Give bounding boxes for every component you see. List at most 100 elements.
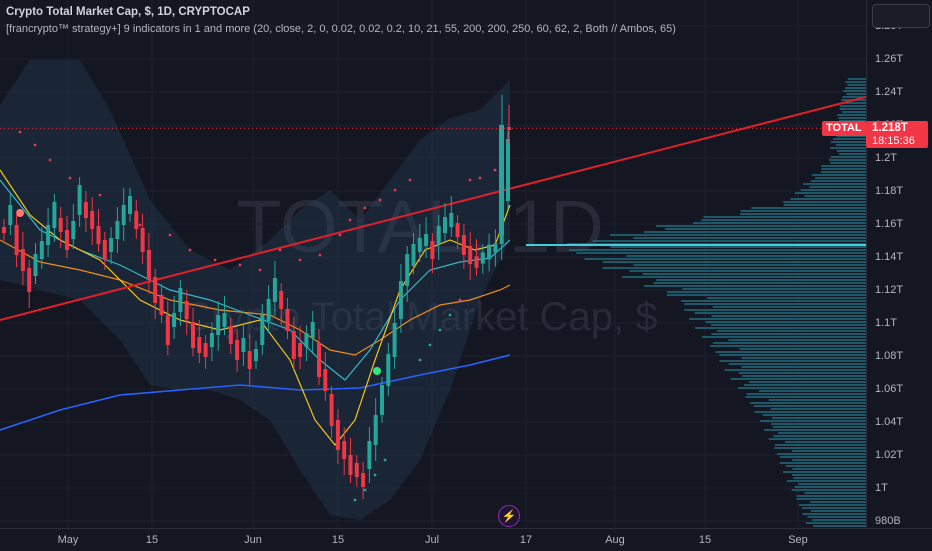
volume-profile-bar [626, 255, 866, 257]
psar-dot [468, 178, 472, 182]
volume-profile-bar [804, 492, 866, 494]
candle-body [115, 221, 120, 239]
candle-body [235, 340, 240, 360]
volume-profile-bar [828, 159, 866, 161]
symbol-price-label: TOTAL [822, 121, 866, 136]
candle-body [153, 277, 158, 303]
price-tick-label: 980B [875, 515, 901, 527]
volume-profile-bar [602, 261, 866, 263]
volume-profile-bar [656, 225, 866, 227]
psar-dot [68, 176, 72, 180]
volume-profile-bar [804, 195, 866, 197]
psar-dot [393, 188, 397, 192]
volume-profile-bar [792, 474, 866, 476]
volume-profile-bar [633, 264, 866, 266]
candle-body [461, 235, 466, 255]
candlestick-chart[interactable] [0, 0, 866, 528]
volume-profile-bar [715, 351, 866, 353]
psar-dot [363, 488, 367, 492]
psar-dot [168, 233, 172, 237]
volume-profile-bar [711, 333, 866, 335]
candle-body [228, 326, 233, 344]
volume-profile-bar [701, 219, 866, 221]
candle-body [20, 249, 25, 271]
candle-body [241, 338, 246, 352]
volume-profile-bar [805, 522, 866, 524]
candle-body [266, 299, 271, 321]
candle-body [310, 322, 315, 338]
volume-profile-bar [739, 348, 866, 350]
volume-profile-bar [724, 369, 866, 371]
current-price-value: 1.218T [872, 122, 908, 134]
candle-body [329, 394, 334, 426]
lightning-icon[interactable]: ⚡ [498, 505, 520, 527]
volume-profile-bar [705, 321, 866, 323]
price-tick-label: 1.06T [875, 383, 904, 395]
time-tick-label: 15 [698, 534, 712, 546]
volume-profile-bar [760, 420, 866, 422]
volume-profile-bar [748, 381, 866, 383]
candle-body [77, 185, 82, 215]
candle-body [323, 369, 328, 391]
volume-profile-bar [712, 306, 866, 308]
candle-body [178, 288, 183, 312]
candle-body [405, 254, 410, 286]
psar-dot [493, 168, 497, 172]
price-axis[interactable]: 1.28T1.26T1.24T1.22T1.2T1.18T1.16T1.14T1… [866, 0, 932, 528]
candle-body [140, 228, 145, 252]
psar-dot [458, 298, 462, 302]
volume-profile-bar [694, 327, 866, 329]
volume-profile [566, 78, 866, 527]
indicator-legend[interactable]: [francrypto™ strategy+] 9 indicators in … [6, 23, 676, 35]
candle-body [65, 230, 69, 250]
volume-profile-bar [790, 198, 866, 200]
volume-profile-bar [754, 411, 866, 413]
volume-profile-bar [821, 165, 866, 167]
time-axis[interactable]: May 15 Jun 15 Jul 17 Aug 15 Sep [0, 528, 932, 551]
candle-body [121, 205, 126, 225]
current-price-badge: 1.218T 18:15:36 [866, 121, 928, 148]
psar-dot [478, 176, 482, 180]
volume-profile-bar [783, 201, 866, 203]
psar-dot [48, 158, 52, 162]
candle-body [209, 333, 214, 347]
chart-pane[interactable]: TOTAL, 1D Crypto Total Market Cap, $ Cry… [0, 0, 866, 528]
psar-dot [428, 343, 432, 347]
candle-body [342, 441, 347, 459]
volume-profile-bar [830, 141, 866, 143]
volume-profile-bar [793, 477, 866, 479]
candle-body [247, 351, 252, 369]
symbol-title[interactable]: Crypto Total Market Cap, $, 1D, CRYPTOCA… [6, 6, 250, 18]
time-tick-label: Jul [424, 534, 440, 546]
scale-settings-button[interactable] [872, 4, 930, 28]
candle-body [90, 211, 95, 229]
candle-body [348, 455, 353, 475]
ma-55-line [0, 239, 511, 356]
volume-profile-bar [642, 273, 866, 275]
volume-profile-bar [629, 270, 866, 272]
volume-profile-bar [796, 498, 866, 500]
psar-dot [448, 313, 452, 317]
volume-profile-bar [610, 234, 866, 236]
trendline[interactable] [0, 96, 866, 321]
time-tick-label: 15 [331, 534, 345, 546]
candle-body [128, 196, 132, 214]
candle-body [184, 301, 189, 319]
volume-profile-bar [745, 396, 866, 398]
candle-body [39, 241, 44, 259]
volume-profile-bar [774, 447, 866, 449]
psar-dot [373, 473, 377, 477]
volume-profile-bar [643, 231, 866, 233]
candle-body [14, 225, 19, 255]
volume-profile-bar [802, 513, 866, 515]
volume-profile-bar [820, 171, 866, 173]
bollinger-band [0, 60, 510, 520]
volume-profile-bar [835, 144, 866, 146]
price-tick-label: 1.18T [875, 185, 904, 197]
time-tick-label: Aug [605, 534, 625, 546]
volume-profile-bar [742, 375, 866, 377]
volume-profile-bar [728, 363, 866, 365]
volume-profile-bar [803, 183, 866, 185]
volume-profile-bar [807, 516, 866, 518]
volume-profile-bar [694, 312, 866, 314]
